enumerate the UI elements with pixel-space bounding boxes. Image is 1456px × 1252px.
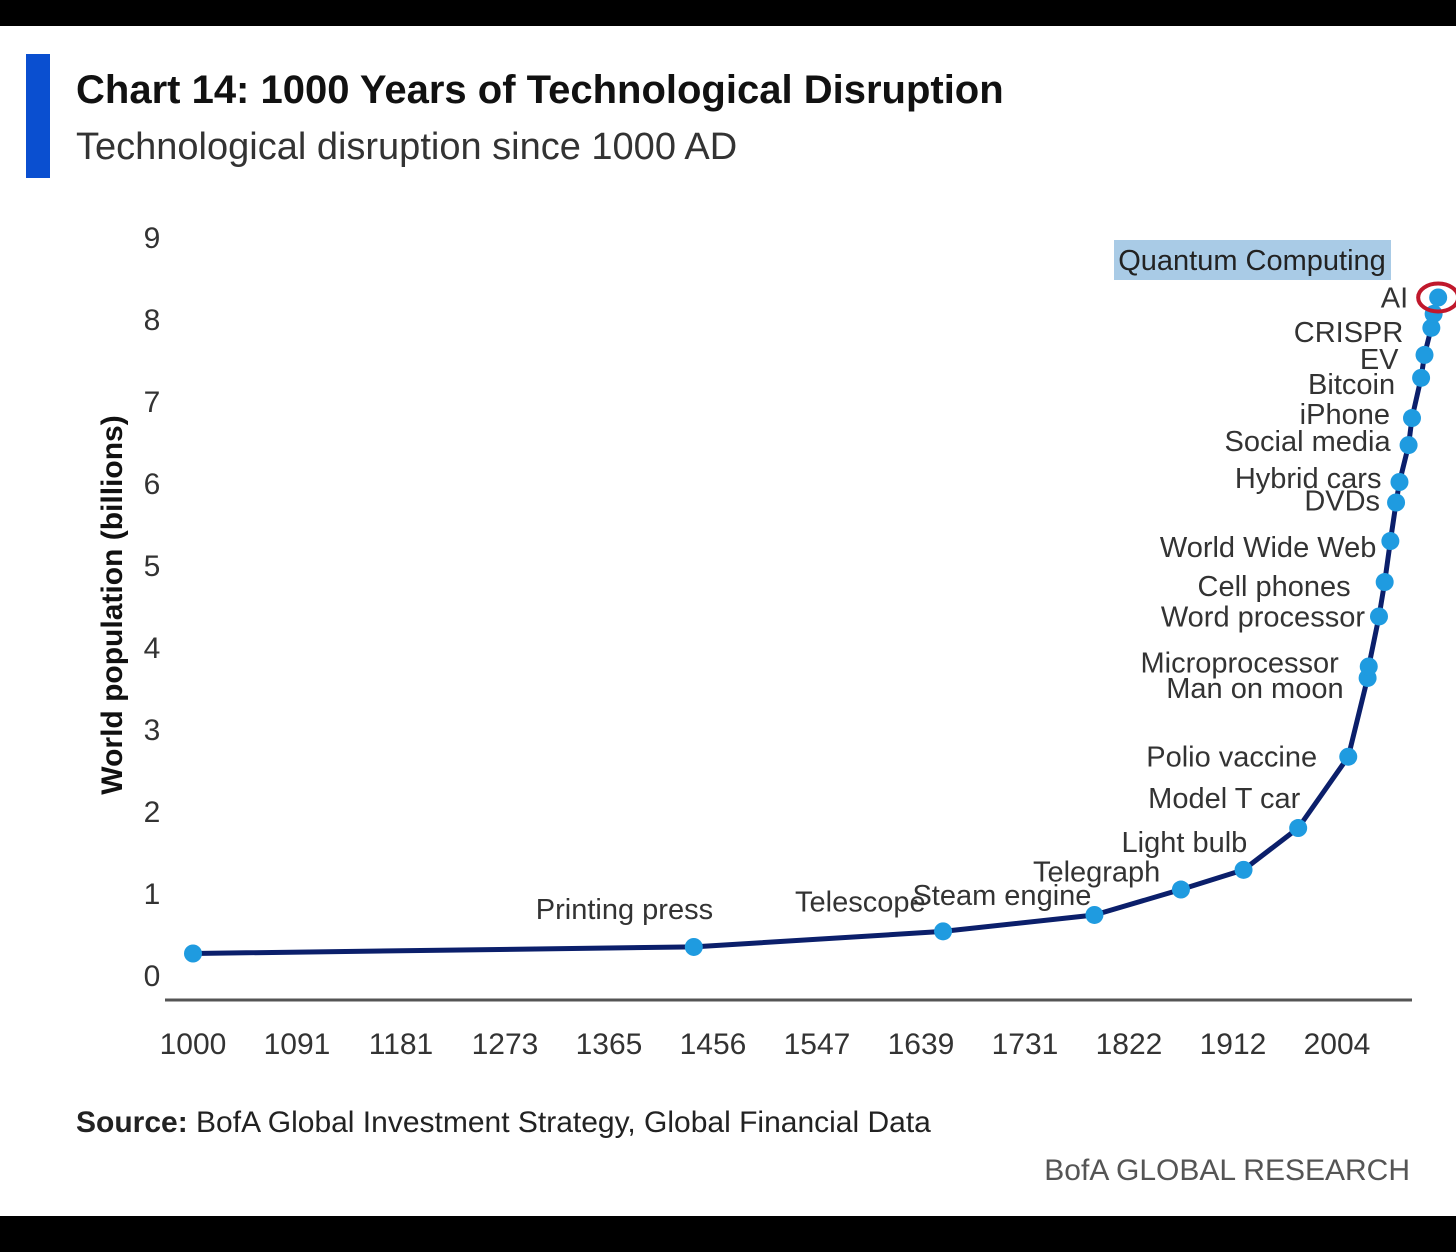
y-tick-label: 7 — [144, 386, 161, 419]
y-tick-label: 0 — [144, 960, 161, 993]
data-point — [1422, 318, 1441, 337]
point-label: Steam engine — [912, 880, 1091, 912]
data-point — [1359, 657, 1378, 676]
x-tick-label: 1912 — [1200, 1028, 1267, 1061]
chart-subtitle: Technological disruption since 1000 AD — [76, 126, 738, 168]
chart-panel: Chart 14: 1000 Years of Technological Di… — [0, 26, 1456, 1216]
x-tick-label: 1456 — [680, 1028, 747, 1061]
data-point — [1412, 368, 1431, 387]
y-tick-label: 6 — [144, 468, 161, 501]
data-point — [1390, 473, 1409, 491]
point-label: AI — [1381, 283, 1408, 315]
point-label: DVDs — [1304, 486, 1380, 518]
source-label: Source: — [76, 1106, 188, 1139]
point-label: Hybrid cars — [1235, 463, 1382, 495]
y-axis-label: World population (billions) — [96, 415, 129, 794]
point-label: EV — [1360, 344, 1399, 376]
data-point — [1369, 607, 1388, 626]
data-point — [1375, 573, 1394, 592]
data-point — [1234, 860, 1253, 879]
point-label: Bitcoin — [1308, 369, 1395, 401]
point-label: Polio vaccine — [1146, 742, 1317, 774]
data-point — [1387, 493, 1406, 512]
y-tick-label: 4 — [144, 632, 161, 665]
point-label: Printing press — [536, 894, 713, 926]
data-point — [1085, 905, 1104, 924]
data-point — [684, 937, 703, 956]
y-tick-label: 1 — [144, 878, 161, 911]
point-label: Man on moon — [1166, 673, 1343, 705]
annotation-label: Quantum Computing — [1118, 245, 1386, 277]
data-point — [184, 944, 202, 963]
x-tick-label: 1639 — [888, 1028, 955, 1061]
x-tick-label: 2004 — [1304, 1028, 1371, 1061]
x-tick-label: 1273 — [472, 1028, 539, 1061]
point-label: Social media — [1225, 426, 1392, 458]
source-text: BofA Global Investment Strategy, Global … — [187, 1106, 931, 1139]
x-tick-label: 1365 — [576, 1028, 643, 1061]
y-tick-label: 9 — [144, 222, 161, 255]
highlight-ring — [1416, 281, 1456, 314]
chart-title: Chart 14: 1000 Years of Technological Di… — [76, 68, 1004, 112]
point-label: CRISPR — [1294, 317, 1404, 349]
point-label: Telescope — [795, 886, 926, 918]
source-note: Source: BofA Global Investment Strategy,… — [76, 1106, 931, 1140]
x-tick-label: 1000 — [160, 1028, 227, 1061]
x-tick-label: 1731 — [992, 1028, 1059, 1061]
data-point — [1171, 880, 1190, 899]
data-point — [934, 922, 953, 941]
point-label: Word processor — [1161, 601, 1365, 633]
y-tick-label: 5 — [144, 550, 161, 583]
point-label: Cell phones — [1198, 571, 1351, 603]
data-point — [1289, 819, 1308, 838]
data-point — [1399, 436, 1418, 455]
point-label: Light bulb — [1122, 827, 1248, 859]
population-line — [192, 296, 1441, 956]
title-accent-bar — [26, 54, 50, 178]
data-point — [1415, 345, 1434, 364]
y-tick-label: 8 — [144, 304, 161, 337]
point-label: iPhone — [1300, 399, 1390, 431]
data-point — [1402, 409, 1421, 428]
annotation-highlight — [1114, 240, 1391, 280]
x-tick-label: 1091 — [264, 1028, 331, 1061]
y-tick-label: 2 — [144, 796, 161, 829]
y-tick-label: 3 — [144, 714, 161, 747]
data-point — [1381, 532, 1400, 551]
line-chart: 0 1 2 3 4 5 6 7 8 9 World population (billions) 100… — [96, 222, 1456, 1061]
point-label: Telegraph — [1033, 857, 1160, 889]
point-label: World Wide Web — [1160, 532, 1377, 564]
point-label: Model T car — [1148, 783, 1300, 815]
x-tick-label: 1181 — [369, 1028, 434, 1061]
x-tick-label: 1822 — [1096, 1028, 1163, 1061]
data-point — [1429, 288, 1448, 307]
data-point — [1339, 747, 1358, 766]
brand-footer: BofA GLOBAL RESEARCH — [1044, 1154, 1410, 1187]
point-label: Microprocessor — [1141, 648, 1340, 680]
x-tick-label: 1547 — [784, 1028, 851, 1061]
